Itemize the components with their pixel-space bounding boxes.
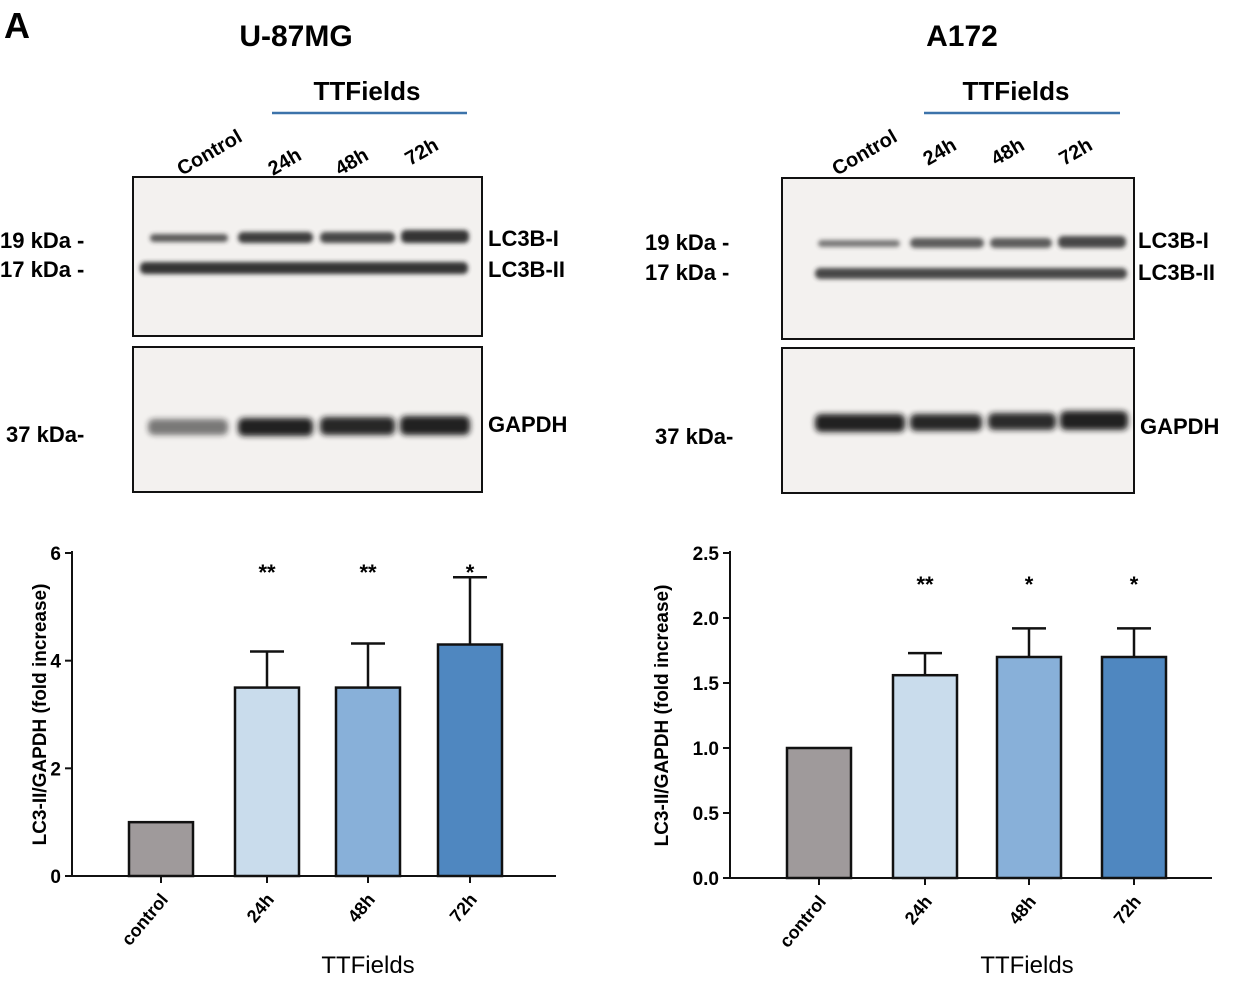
- bar-control: [127, 820, 195, 878]
- band-gapdh: [815, 414, 905, 432]
- bar-control: [785, 746, 853, 880]
- band-lc3b-i: [910, 238, 984, 248]
- band-gapdh: [1060, 411, 1128, 430]
- y-tick-label: 0.5: [693, 804, 720, 825]
- significance-marker: *: [466, 560, 475, 585]
- x-axis-label: TTFields: [980, 952, 1073, 979]
- band-label-lc3b-ii: LC3B-II: [488, 257, 565, 282]
- lc3b-bands: [140, 230, 469, 274]
- x-tick-label: control: [118, 890, 173, 950]
- marker-37kda: 37 kDa-: [6, 422, 84, 447]
- y-axis-label: LC3-II/GAPDH (fold increase): [30, 584, 51, 846]
- y-axis-label: LC3-II/GAPDH (fold increase): [652, 585, 673, 847]
- y-tick-label: 0.0: [693, 869, 719, 890]
- significance-marker: **: [258, 560, 276, 585]
- x-tick-label: 72h: [1110, 892, 1145, 929]
- band-label-lc3b-ii: LC3B-II: [1138, 260, 1215, 285]
- group-label: TTFields: [314, 76, 421, 106]
- band-lc3b-i: [990, 238, 1052, 248]
- band-lc3b-i: [818, 240, 900, 247]
- y-tick-label: 1.0: [693, 739, 719, 760]
- cell-line-title: U-87MG: [239, 20, 352, 53]
- y-tick-label: 6: [50, 544, 61, 565]
- x-tick-label: 48h: [344, 890, 379, 927]
- y-tick-label: 2: [50, 759, 61, 780]
- band-gapdh: [320, 417, 395, 435]
- y-tick-label: 2.0: [693, 609, 719, 630]
- band-lc3b-i: [320, 232, 395, 243]
- bar-48h: [995, 655, 1063, 880]
- blot-a172: A172 TTFields Control 24h 48h 72h 19 kDa…: [645, 20, 1219, 494]
- significance-marker: *: [1025, 572, 1034, 597]
- panel-label: A: [4, 5, 30, 46]
- bar-72h: [1100, 655, 1168, 880]
- x-tick-label: 72h: [446, 890, 481, 927]
- band-lc3b-ii: [815, 268, 1127, 279]
- band-label-lc3b-i: LC3B-I: [1138, 228, 1209, 253]
- lane-label-72h: 72h: [1056, 134, 1097, 170]
- x-tick-label: 48h: [1005, 892, 1040, 929]
- marker-19kda: 19 kDa -: [0, 228, 84, 253]
- bar-72h: [436, 643, 504, 878]
- marker-37kda: 37 kDa-: [655, 424, 733, 449]
- y-tick-label: 1.5: [693, 674, 720, 695]
- bar-48h: [334, 686, 402, 878]
- band-gapdh: [910, 414, 982, 431]
- x-tick-label: 24h: [243, 890, 278, 927]
- bar-chart-u87mg: 0 2 4 6 LC3-II/GAPDH (fold increase) control *…: [30, 544, 556, 979]
- bar-chart-a172: 0.0 0.5 1.0 1.5 2.0 2.5 LC3-II/GAPDH (fold inc…: [652, 544, 1212, 979]
- lane-label-72h: 72h: [402, 134, 443, 170]
- x-tick-label: 24h: [901, 892, 936, 929]
- marker-17kda: 17 kDa -: [0, 257, 84, 282]
- band-lc3b-i: [1058, 236, 1126, 248]
- y-tick-label: 0: [50, 867, 61, 888]
- y-tick-label: 4: [50, 652, 61, 673]
- band-lc3b-i: [401, 230, 469, 243]
- band-gapdh: [988, 413, 1056, 430]
- lc3b-membrane: [781, 177, 1135, 340]
- significance-marker: **: [359, 560, 377, 585]
- band-lc3b-i: [238, 232, 313, 243]
- marker-17kda: 17 kDa -: [645, 260, 729, 285]
- band-label-gapdh: GAPDH: [488, 412, 567, 437]
- band-gapdh: [148, 419, 228, 435]
- band-label-gapdh: GAPDH: [1140, 414, 1219, 439]
- group-label: TTFields: [963, 76, 1070, 106]
- lane-label-24h: 24h: [265, 144, 306, 180]
- lane-label-24h: 24h: [920, 134, 961, 170]
- band-lc3b-ii: [140, 262, 468, 274]
- band-label-lc3b-i: LC3B-I: [488, 226, 559, 251]
- x-tick-label: control: [776, 892, 831, 952]
- gapdh-bands: [815, 411, 1128, 432]
- lane-label-control: Control: [174, 126, 247, 181]
- bar-24h: [891, 673, 959, 880]
- lc3b-bands: [815, 236, 1127, 279]
- cell-line-title: A172: [926, 20, 998, 53]
- lane-label-control: Control: [829, 126, 902, 181]
- band-lc3b-i: [150, 234, 228, 242]
- lane-label-48h: 48h: [332, 144, 373, 180]
- blot-u87mg: U-87MG TTFields Control 24h 48h 72h 19 k…: [0, 20, 567, 493]
- y-tick-label: 2.5: [693, 544, 720, 565]
- band-gapdh: [238, 418, 313, 436]
- lc3b-membrane: [132, 176, 483, 337]
- gapdh-bands: [148, 416, 470, 436]
- significance-marker: **: [916, 572, 934, 597]
- bar-24h: [233, 686, 301, 878]
- band-gapdh: [400, 416, 470, 435]
- significance-marker: *: [1130, 572, 1139, 597]
- x-axis-label: TTFields: [321, 952, 414, 979]
- lane-label-48h: 48h: [988, 134, 1029, 170]
- marker-19kda: 19 kDa -: [645, 230, 729, 255]
